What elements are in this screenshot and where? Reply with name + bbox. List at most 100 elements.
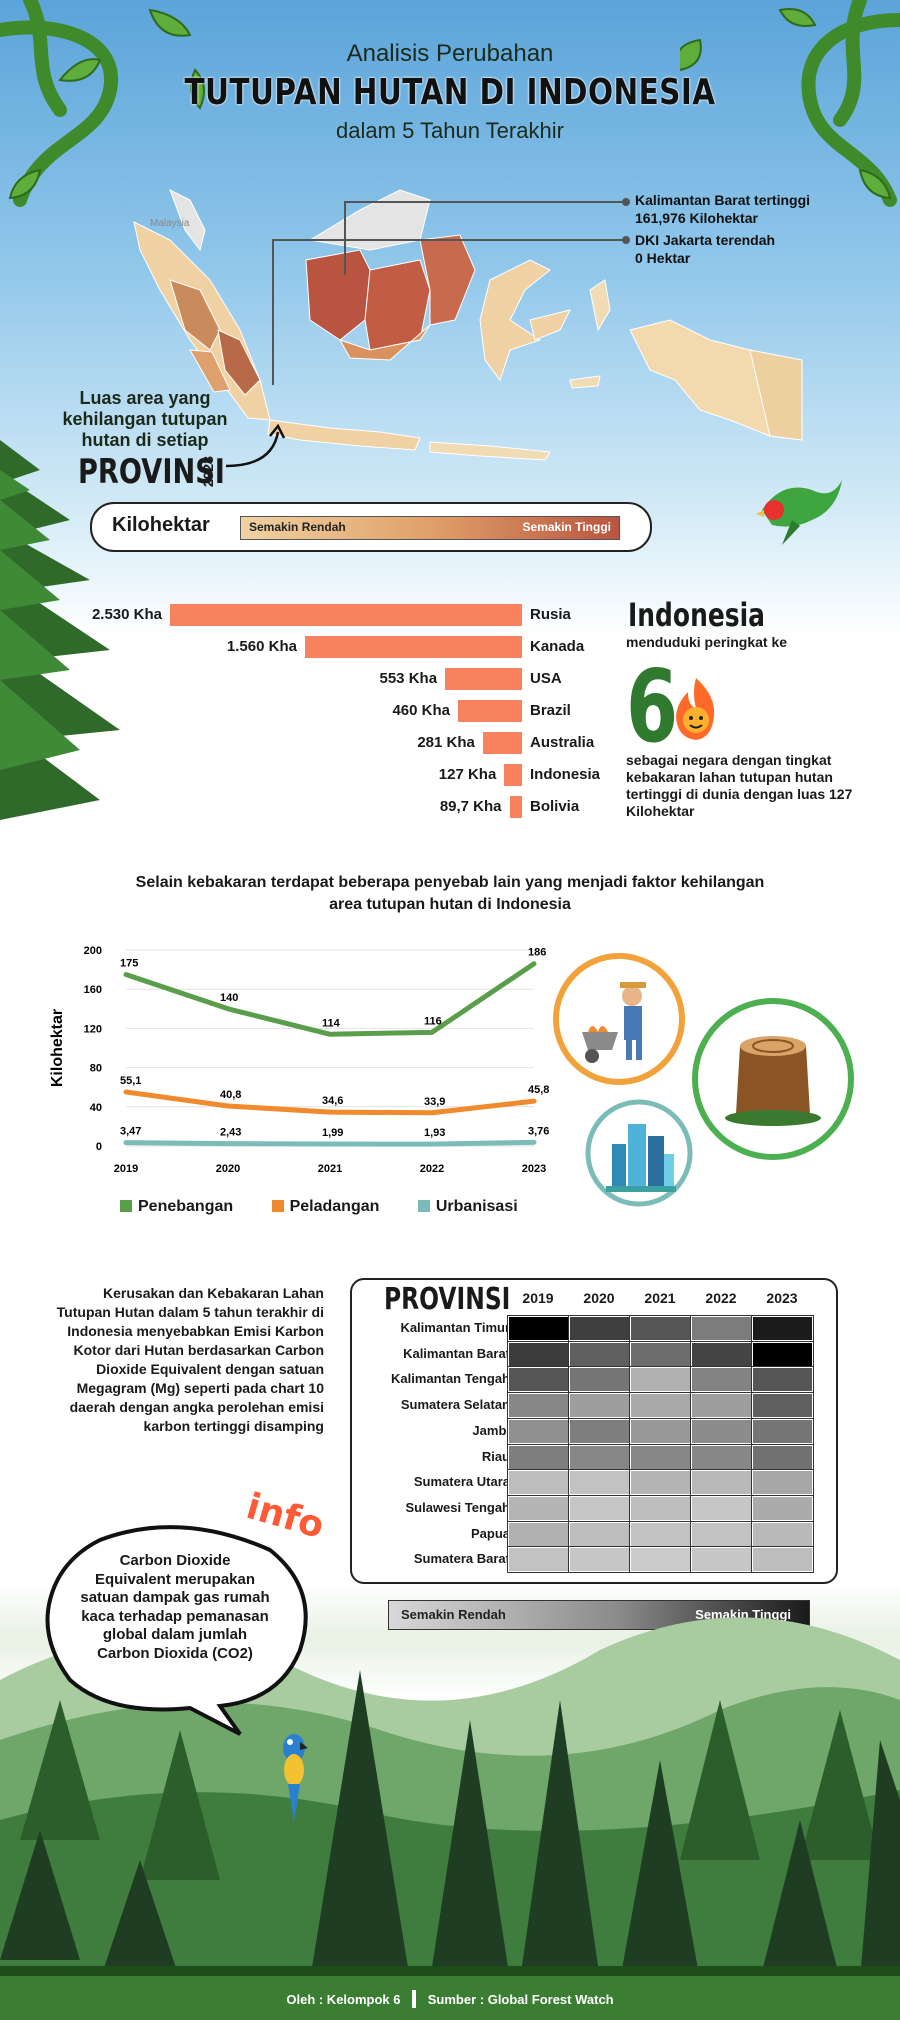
heatmap-cell: [690, 1340, 753, 1368]
legend-swatch-urbanisasi: [417, 1200, 430, 1212]
heatmap-cell: [507, 1315, 570, 1342]
map-sulawesi: [479, 259, 571, 382]
x-tick-label: 2020: [216, 1163, 240, 1175]
map-papua: [629, 319, 803, 441]
x-tick-label: 2022: [420, 1163, 444, 1175]
heatmap-row-label: Sumatera Utara: [413, 1474, 510, 1490]
heatmap-cell: [568, 1546, 631, 1574]
heatmap-cell: [568, 1392, 631, 1420]
heatmap-cell: [507, 1417, 570, 1445]
heatmap-row-label: Riau: [481, 1448, 510, 1464]
data-label: 3,47: [120, 1126, 141, 1138]
fire-bar-chart: 2.530 Kha Rusia 1.560 Kha Kanada 553 Kha USA 4…: [0, 604, 620, 834]
heatmap-row-label: Kalimantan Timur: [400, 1320, 510, 1335]
heatmap-cell: [568, 1494, 631, 1522]
header-title: TUTUPAN HUTAN DI INDONESIA: [184, 72, 716, 113]
indonesia-title: Indonesia: [628, 596, 766, 634]
map-caption: Luas area yang kehilangan tutupan hutan …: [62, 388, 228, 450]
map-maluku: [569, 279, 611, 389]
indonesia-description: sebagai negara dengan tingkat kebakaran …: [626, 752, 853, 819]
fire-bar: [304, 636, 522, 658]
x-tick-label: 2021: [318, 1163, 342, 1175]
x-tick-label: 2019: [114, 1163, 138, 1175]
heatmap-cell: [751, 1546, 814, 1574]
heatmap-row-label: Sumatera Selatan: [400, 1397, 510, 1413]
y-tick-label: 160: [84, 984, 102, 996]
heatmap-year-header: 2019: [522, 1290, 554, 1306]
legend-swatch-penebangan: [120, 1200, 132, 1212]
heatmap-cell: [690, 1546, 753, 1574]
farmer-illustration-icon: [553, 953, 685, 1085]
heatmap-cell: [629, 1494, 692, 1522]
callout-high-title: Kalimantan Barat tertinggi: [635, 192, 811, 208]
heatmap-title: PROVINSI: [384, 1282, 511, 1317]
heatmap-cell: [751, 1494, 814, 1522]
map-caption-provinsi: PROVINSI: [78, 452, 225, 492]
legend-swatch-peladangan: [271, 1200, 284, 1212]
fire-bar-country: USA: [530, 670, 562, 687]
indonesia-map: Malaysia: [133, 188, 803, 461]
map-callout-lines: [272, 201, 628, 385]
heatmap-row-label: Jambi: [472, 1422, 510, 1438]
heatmap-cell: [507, 1469, 570, 1497]
tree-decoration-left: [0, 440, 120, 820]
fire-bar: [504, 764, 522, 786]
heatmap-cell: [629, 1340, 692, 1368]
fire-bar: [509, 796, 522, 818]
map-legend-low: Semakin Rendah: [249, 520, 346, 534]
map-java: [267, 419, 551, 461]
heatmap-cell: [751, 1520, 814, 1548]
data-label: 175: [120, 958, 138, 970]
heatmap-cell: [507, 1520, 570, 1548]
heatmap-year-header: 2020: [583, 1290, 615, 1306]
heatmap-cell: [568, 1366, 631, 1394]
legend-urbanisasi: Urbanisasi: [435, 1198, 518, 1215]
callout-high-value: 161,976 Kilohektar: [635, 210, 758, 226]
fire-bar-value: 1.560 Kha: [226, 638, 297, 655]
y-axis-label: Kilohektar: [49, 1009, 66, 1087]
heatmap-cell: [751, 1392, 814, 1420]
fire-bar-value: 553 Kha: [379, 670, 438, 687]
map-label-malaysia: Malaysia: [150, 218, 190, 229]
macaw-icon: [283, 1734, 308, 1822]
data-label: 116: [424, 1015, 442, 1027]
data-label: 186: [528, 947, 546, 959]
heatmap-row-label: Kalimantan Barat: [403, 1345, 510, 1361]
heatmap-cell: [690, 1494, 753, 1522]
heatmap-cell: [629, 1469, 692, 1497]
fire-bar-country: Bolivia: [530, 798, 580, 815]
y-tick-label: 200: [84, 945, 102, 957]
fire-bar-country: Australia: [530, 734, 595, 751]
heatmap-cell: [751, 1417, 814, 1445]
vine-decoration-left: [0, 0, 205, 207]
heatmap-cell: [507, 1443, 570, 1471]
heatmap-cell: [568, 1469, 631, 1497]
heatmap-cell: [690, 1366, 753, 1394]
heatmap-cell: [629, 1520, 692, 1548]
data-label: 1,93: [424, 1127, 445, 1139]
fire-bar-country: Kanada: [530, 638, 585, 655]
heatmap-cell: [751, 1315, 814, 1342]
data-label: 114: [322, 1017, 341, 1029]
fire-bar: [482, 732, 522, 754]
heatmap-cell: [629, 1417, 692, 1445]
fire-mascot-icon: [676, 678, 715, 740]
callout-low-title: DKI Jakarta terendah: [635, 232, 776, 248]
header-line1: Analisis Perubahan: [346, 40, 554, 67]
tree-stump-illustration-icon: [692, 998, 854, 1160]
heatmap-cell: [690, 1392, 753, 1420]
footer-separator: [412, 1990, 417, 2008]
data-label: 2,43: [220, 1127, 241, 1139]
fire-bar: [170, 604, 522, 626]
callout-dot-high: [622, 198, 630, 206]
legend-penebangan: Penebangan: [138, 1198, 234, 1215]
y-tick-label: 120: [84, 1023, 102, 1035]
fire-bar: [458, 700, 522, 722]
heatmap-row-label: Kalimantan Tengah: [391, 1371, 510, 1387]
heatmap-cell: [507, 1366, 570, 1394]
heatmap-cell: [629, 1315, 692, 1342]
heatmap-cell: [568, 1443, 631, 1471]
footer-source: Sumber : Global Forest Watch: [427, 1992, 614, 2007]
fire-bar-value: 2.530 Kha: [91, 606, 162, 623]
data-label: 1,99: [322, 1127, 343, 1139]
